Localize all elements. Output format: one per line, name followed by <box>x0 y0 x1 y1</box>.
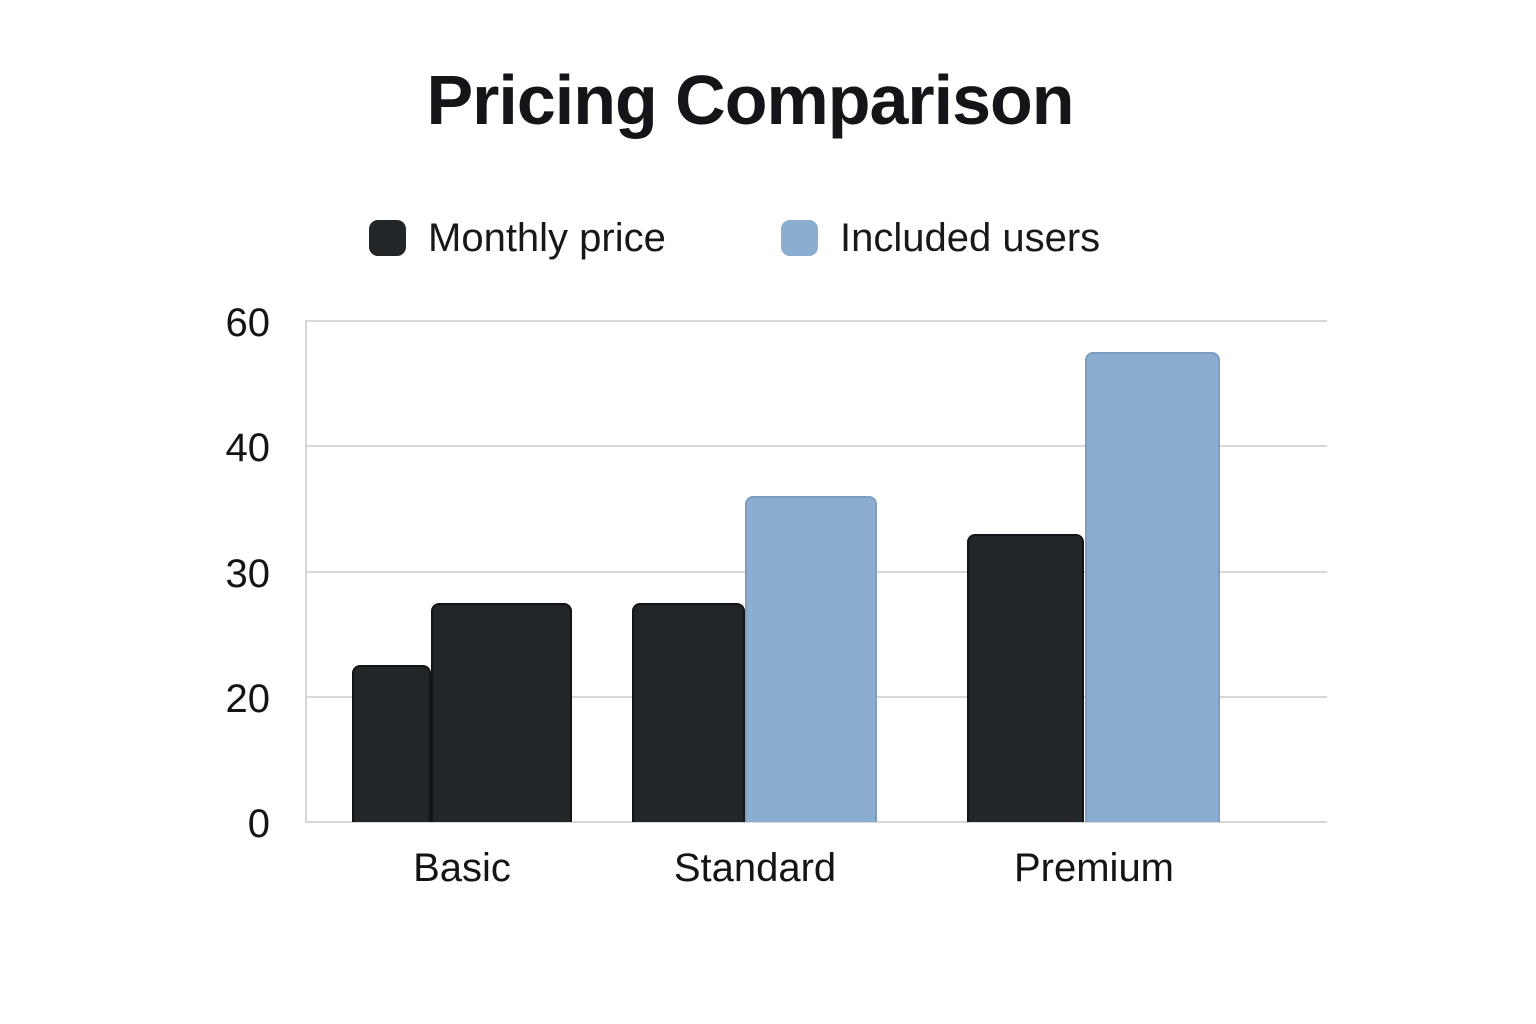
gridline-0 <box>305 821 1327 823</box>
legend-label-monthly-price: Monthly price <box>428 216 666 260</box>
gridline-40 <box>305 445 1327 448</box>
chart-title: Pricing Comparison <box>426 61 1074 139</box>
plot-area <box>305 320 1327 823</box>
y-axis-line <box>305 321 307 822</box>
y-tick-label-0: 0 <box>247 802 270 846</box>
legend-item-monthly-price: Monthly price <box>369 218 666 258</box>
gridline-60 <box>305 320 1327 322</box>
legend-swatch-monthly-price <box>369 220 406 256</box>
y-tick-label-30: 30 <box>225 551 271 596</box>
x-axis-label-basic: Basic <box>413 846 511 890</box>
legend-label-included-users: Included users <box>840 216 1101 260</box>
bar-premium-included-users <box>1085 352 1220 822</box>
x-axis-label-premium: Premium <box>1013 846 1175 890</box>
bar-standard-monthly-price <box>632 602 745 822</box>
y-tick-label-60: 60 <box>225 301 271 345</box>
bar-basic-included-users <box>431 602 572 822</box>
bar-premium-monthly-price <box>967 533 1084 822</box>
y-tick-label-40: 40 <box>225 426 271 471</box>
legend-item-included-users: Included users <box>781 218 1100 258</box>
legend-swatch-included-users <box>781 220 818 256</box>
bar-basic-monthly-price <box>352 665 431 822</box>
x-axis-label-standard: Standard <box>673 846 837 890</box>
bar-standard-included-users <box>745 496 877 822</box>
y-tick-label-20: 20 <box>225 676 271 721</box>
